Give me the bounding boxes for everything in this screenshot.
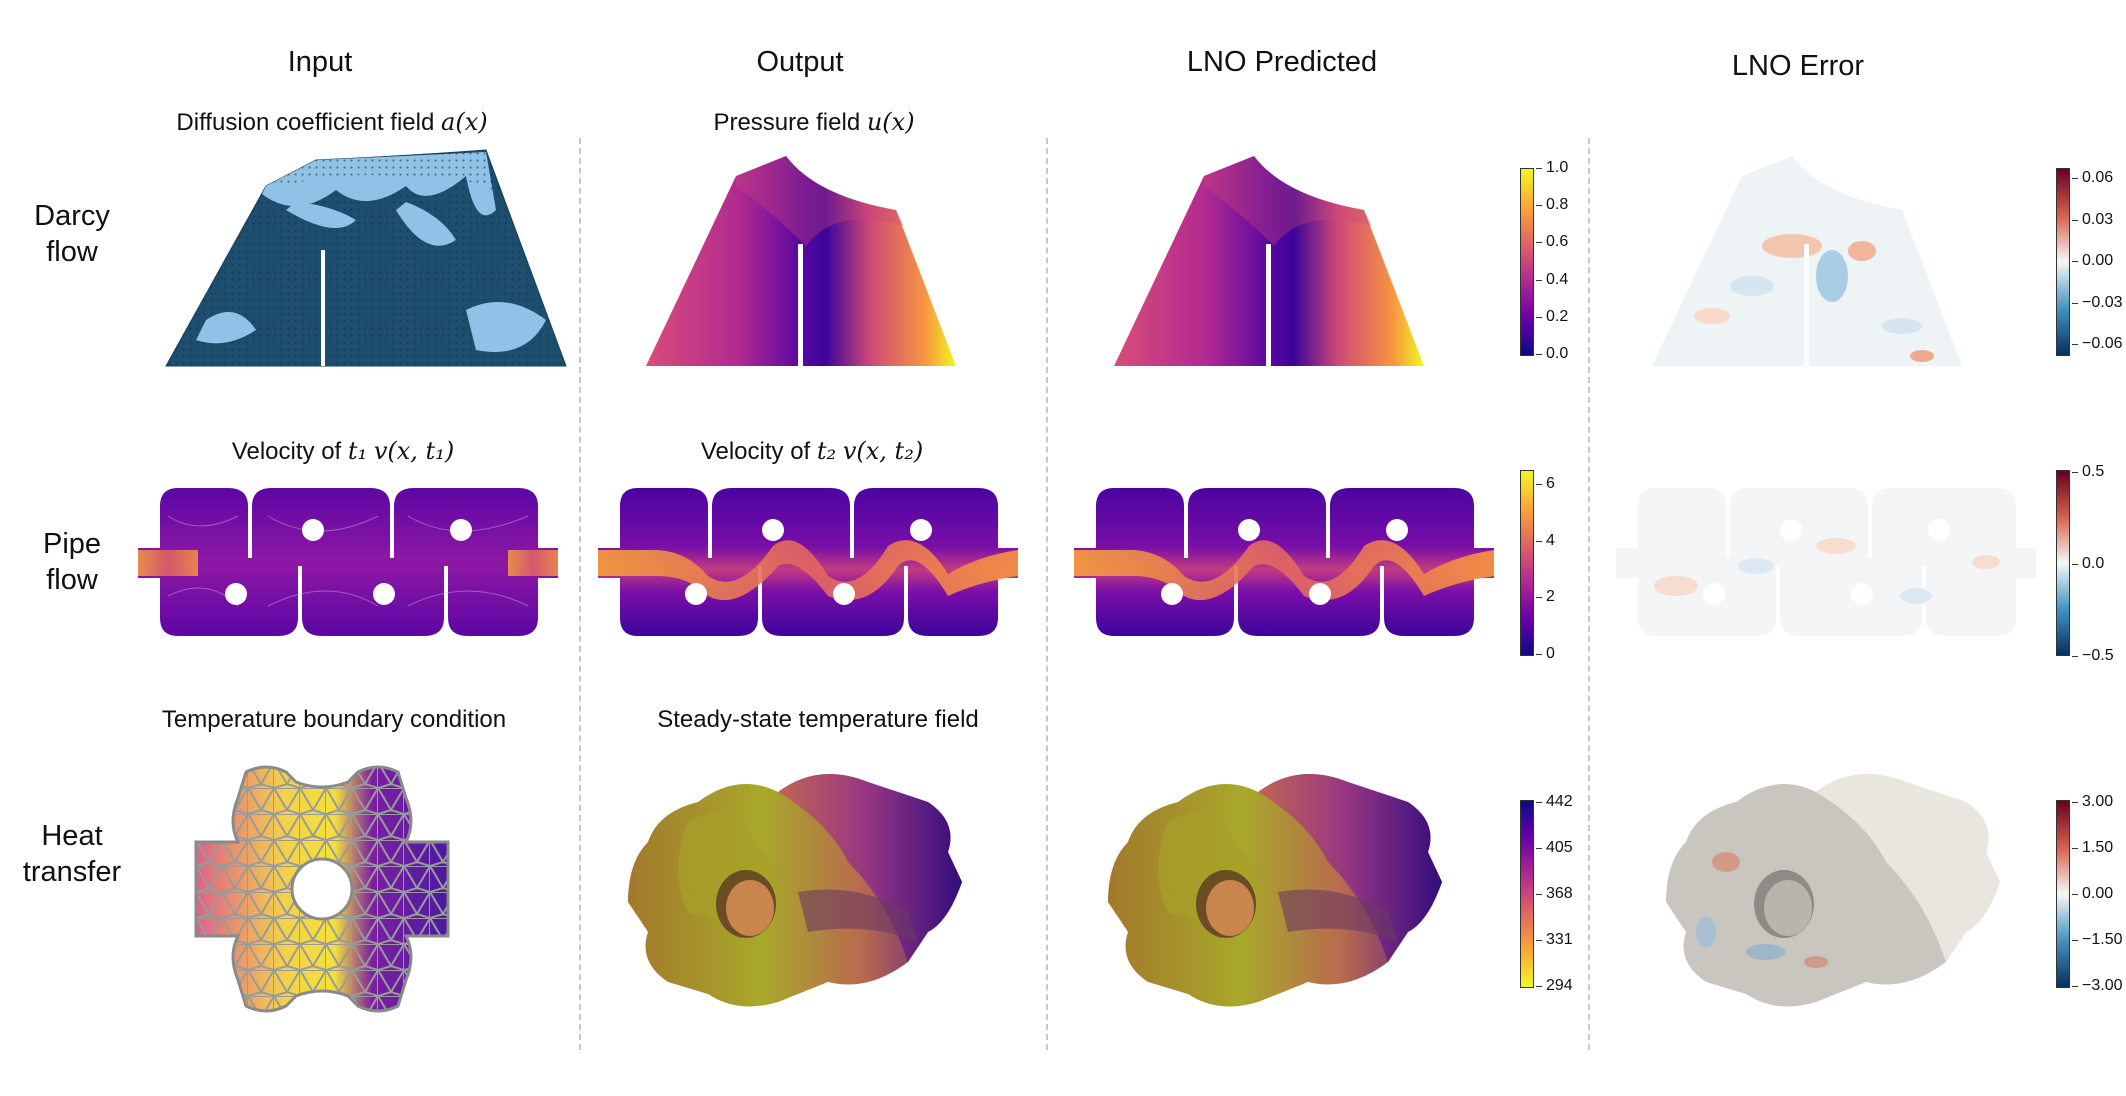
row-label-heat-line1: Heat	[41, 820, 103, 852]
column-divider-1	[579, 138, 581, 1050]
colorbar-tick-heat-field: 368	[1536, 885, 1573, 902]
colorbar-tick-darcy-field: 1.0	[1535, 159, 1569, 176]
colorbar-tick-pipe-field: 4	[1536, 531, 1555, 549]
colorbar-tick-pipe-field: 6	[1536, 475, 1555, 492]
row-label-pipe-line1: Pipe	[42, 528, 102, 560]
colorbar-tick-pipe-field: 2	[1536, 588, 1555, 606]
darcy-output-title: Pressure field u(x)	[713, 108, 914, 137]
pipe-output-math: v(x, t₂)	[842, 437, 924, 465]
heat-error-field	[1666, 774, 2000, 1007]
colorbar-tick-pipe-error: 0.0	[2071, 555, 2105, 572]
pipe-input-math-t: t₁	[347, 437, 368, 465]
darcy-output-math: u(x)	[866, 108, 915, 136]
colorbar-tick-pipe-error: 0.5	[2071, 463, 2105, 480]
row-label-pipe: Pipe flow	[43, 526, 101, 598]
colorbar-tick-heat-field: 405	[1536, 839, 1573, 856]
pipe-output-field	[598, 488, 1018, 636]
darcy-input-math: a(x)	[441, 108, 488, 136]
colorbar-tick-darcy-error: 0.00	[2071, 252, 2114, 269]
column-divider-3	[1588, 138, 1590, 1050]
heat-predicted-field	[1108, 774, 1442, 1007]
colorbar-pipe-field	[1520, 470, 1534, 656]
darcy-predicted-field	[1114, 156, 1424, 366]
pipe-input-title-text: Velocity of	[231, 438, 342, 465]
colorbar-tick-heat-error: 0.00	[2071, 885, 2114, 902]
colorbar-tick-heat-field: 442	[1536, 793, 1573, 810]
colorbar-darcy-field	[1520, 168, 1534, 356]
colorbar-tick-heat-error: −1.50	[2071, 931, 2123, 948]
col-header-lno-error: LNO Error	[1731, 50, 1865, 82]
pipe-output-title: Velocity of t₂ v(x, t₂)	[701, 437, 923, 466]
darcy-output-field	[646, 156, 956, 366]
colorbar-tick-pipe-error: −0.5	[2072, 647, 2114, 664]
pipe-input-math: v(x, t₁)	[373, 437, 455, 465]
row-label-darcy: Darcy flow	[34, 198, 110, 270]
colorbar-tick-darcy-error: 0.06	[2071, 169, 2114, 186]
heat-input-boundary	[194, 765, 450, 1013]
colorbar-heat-field	[1520, 800, 1534, 988]
colorbar-tick-heat-field: 331	[1536, 931, 1573, 948]
colorbar-tick-pipe-field: 0	[1536, 645, 1555, 662]
darcy-output-title-text: Pressure field	[713, 109, 861, 136]
colorbar-tick-darcy-error: −0.06	[2071, 335, 2123, 352]
colorbar-tick-heat-error: 1.50	[2071, 839, 2114, 856]
colorbar-tick-darcy-field: 0.8	[1535, 196, 1569, 214]
colorbar-tick-heat-error: 3.00	[2071, 793, 2114, 810]
darcy-error-field	[1652, 156, 1962, 366]
colorbar-tick-heat-field: 294	[1536, 977, 1573, 994]
pipe-input-field	[138, 488, 558, 636]
pipe-output-title-text: Velocity of	[700, 438, 811, 465]
col-header-lno-predicted: LNO Predicted	[1186, 46, 1378, 78]
colorbar-tick-darcy-error: 0.03	[2071, 210, 2114, 228]
pipe-error-field	[1616, 488, 2036, 636]
row-label-darcy-line1: Darcy	[34, 200, 110, 232]
colorbar-tick-darcy-field: 0.2	[1535, 307, 1569, 325]
row-label-pipe-line2: flow	[46, 564, 98, 596]
col-header-input: Input	[287, 46, 353, 78]
colorbar-heat-error	[2056, 800, 2070, 988]
row-label-heat-line2: transfer	[22, 856, 122, 888]
darcy-input-field	[165, 149, 567, 367]
pipe-input-title: Velocity of t₁ v(x, t₁)	[232, 437, 454, 466]
row-label-darcy-line2: flow	[46, 236, 98, 268]
colorbar-tick-darcy-field: 0.4	[1535, 270, 1569, 288]
heat-output-title: Steady-state temperature field	[657, 706, 979, 733]
colorbar-pipe-error	[2056, 470, 2070, 656]
pipe-predicted-field	[1074, 488, 1494, 636]
colorbar-tick-darcy-error: −0.03	[2071, 293, 2123, 311]
colorbar-tick-darcy-field: 0.6	[1535, 233, 1569, 251]
darcy-input-title-text: Diffusion coefficient field	[176, 109, 435, 136]
column-divider-2	[1046, 138, 1048, 1050]
row-label-heat: Heat transfer	[23, 818, 121, 890]
colorbar-darcy-error	[2056, 168, 2070, 356]
heat-output-field	[628, 774, 962, 1007]
colorbar-tick-heat-error: −3.00	[2071, 977, 2123, 994]
colorbar-tick-darcy-field: 0.0	[1535, 345, 1569, 362]
darcy-input-title: Diffusion coefficient field a(x)	[176, 108, 487, 137]
col-header-output: Output	[756, 46, 844, 78]
heat-input-title: Temperature boundary condition	[161, 706, 507, 733]
pipe-output-math-t: t₂	[816, 437, 837, 465]
